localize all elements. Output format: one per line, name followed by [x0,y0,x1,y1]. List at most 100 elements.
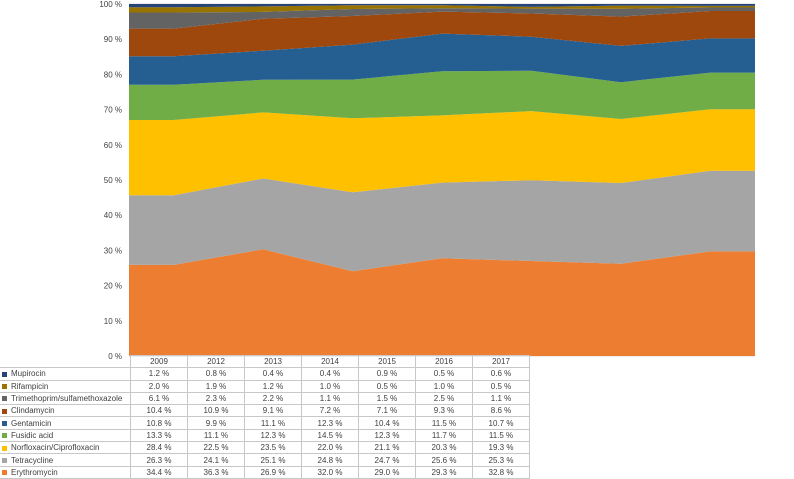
data-label: 26.3 % [130,453,188,467]
data-label: 8.6 % [472,404,530,418]
data-label: 22.5 % [187,441,245,455]
data-label: 0.6 % [472,367,530,381]
data-label: 0.9 % [358,367,416,381]
data-label: 14.5 % [301,428,359,443]
y-tick-label: 90 % [104,35,122,44]
data-label: 1.1 % [472,391,530,406]
y-tick-label: 60 % [104,141,122,150]
legend-entry: Fusidic acid [0,428,131,443]
data-label: 10.9 % [187,404,245,418]
data-label: 9.1 % [244,404,302,418]
table-row: Fusidic acid 13.3 % 11.1 % 12.3 % 14.5 % 12.3… [0,428,530,443]
data-label: 10.7 % [472,416,530,430]
data-label: 21.1 % [358,441,416,455]
area-rifampicin [129,5,755,13]
area-fusidic-acid [129,70,755,120]
table-row: Mupirocin 1.2 % 0.8 % 0.4 % 0.4 % 0.9 % 0.5 % 0… [0,367,530,381]
data-label: 6.1 % [130,391,188,406]
data-label: 25.1 % [244,453,302,467]
data-label: 0.5 % [472,379,530,393]
legend-entry: Clindamycin [0,404,131,418]
legend-label: Erythromycin [11,467,58,477]
data-label: 1.9 % [187,379,245,393]
data-label: 24.7 % [358,453,416,467]
category-label: 2014 [301,354,359,369]
data-label: 24.1 % [187,453,245,467]
legend-swatch-icon [2,470,7,476]
table-header-row: 2009 2012 2013 2014 2015 2016 2017 [0,354,530,369]
data-label: 26.9 % [244,465,302,479]
legend-swatch-icon [2,384,7,390]
legend-label: Clindamycin [11,406,55,416]
legend-swatch-icon [2,371,7,377]
legend-entry: Gentamicin [0,416,131,430]
data-label: 2.0 % [130,379,188,393]
legend-swatch-icon [2,408,7,414]
data-label: 7.2 % [301,404,359,418]
y-tick-label: 80 % [104,70,122,79]
stacked-area-chart: 0 % 10 % 20 % 30 % 40 % 50 % 60 % 70 % 80 % 90 % 1… [99,0,755,360]
data-label: 1.2 % [130,367,188,381]
data-table: 2009 2012 2013 2014 2015 2016 2017 Mupirocin 1.2… [0,354,530,479]
legend-entry: Mupirocin [0,367,131,381]
data-label: 12.3 % [244,428,302,443]
area-trimethoprim-sulfamethoxazole [129,7,755,29]
data-label: 28.4 % [130,441,188,455]
data-label: 2.2 % [244,391,302,406]
data-label: 23.5 % [244,441,302,455]
data-label: 1.0 % [301,379,359,393]
table-row: Rifampicin 2.0 % 1.9 % 1.2 % 1.0 % 0.5 % 1.0 %… [0,379,530,393]
data-label: 0.8 % [187,367,245,381]
area-erythromycin [129,249,755,356]
area-mupirocin [129,4,755,8]
category-label: 2009 [130,354,188,369]
data-label: 13.3 % [130,428,188,443]
data-label: 11.1 % [187,428,245,443]
data-label: 29.3 % [415,465,473,479]
table-row: Gentamicin 10.8 % 9.9 % 11.1 % 12.3 % 10.4 % 1… [0,416,530,430]
data-label: 22.0 % [301,441,359,455]
data-label: 2.5 % [415,391,473,406]
y-tick-label: 0 % [108,352,122,360]
data-label: 11.7 % [415,428,473,443]
y-tick-label: 20 % [104,282,122,291]
data-label: 24.8 % [301,453,359,467]
data-label: 2.3 % [187,391,245,406]
area-clindamycin [129,11,755,57]
data-label: 32.8 % [472,465,530,479]
data-label: 11.1 % [244,416,302,430]
legend-entry: Tetracycline [0,453,131,467]
area-norfloxacin-ciprofloxacin [129,109,755,196]
data-label: 10.4 % [130,404,188,418]
category-label: 2012 [187,354,245,369]
data-label: 32.0 % [301,465,359,479]
data-label: 10.4 % [358,416,416,430]
legend-swatch-icon [2,396,7,402]
table-row: Erythromycin 34.4 % 36.3 % 26.9 % 32.0 % 29.0… [0,465,530,479]
data-label: 1.0 % [415,379,473,393]
data-label: 1.5 % [358,391,416,406]
table-row: Trimethoprim/sulfamethoxazole 6.1 % 2.3 % 2… [0,391,530,406]
legend-label: Mupirocin [11,369,46,379]
legend-entry: Erythromycin [0,465,131,479]
data-label: 12.3 % [358,428,416,443]
legend-entry: Trimethoprim/sulfamethoxazole [0,391,131,406]
data-label: 0.4 % [244,367,302,381]
data-label: 0.5 % [415,367,473,381]
legend-label: Rifampicin [11,381,49,391]
data-label: 9.9 % [187,416,245,430]
data-label: 10.8 % [130,416,188,430]
table-row: Norfloxacin/Ciprofloxacin 28.4 % 22.5 % 23.… [0,441,530,455]
data-label: 36.3 % [187,465,245,479]
legend-label: Norfloxacin/Ciprofloxacin [11,443,100,453]
table-row: Tetracycline 26.3 % 24.1 % 25.1 % 24.8 % 24.7… [0,453,530,467]
data-label: 7.1 % [358,404,416,418]
legend-swatch-icon [2,457,7,463]
y-tick-label: 40 % [104,211,122,220]
category-label: 2013 [244,354,302,369]
table-corner [0,356,131,368]
data-label: 1.2 % [244,379,302,393]
y-tick-label: 10 % [104,317,122,326]
y-axis: 0 % 10 % 20 % 30 % 40 % 50 % 60 % 70 % 80 % 90 % 1… [99,0,122,360]
data-label: 25.3 % [472,453,530,467]
